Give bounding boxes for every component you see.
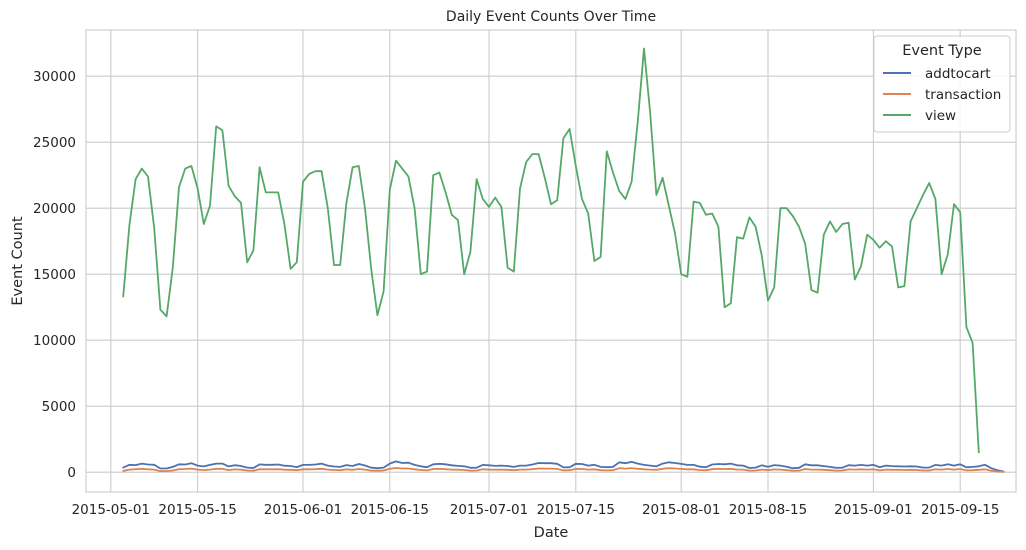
legend-box [873, 35, 1011, 133]
plot-frame [85, 29, 1017, 493]
series-layer [122, 47, 1005, 473]
y-tick-label: 0 [67, 465, 76, 481]
addtocart-series-line [122, 460, 1005, 473]
x-tick-label: 2015-05-15 [158, 502, 236, 518]
view-series-line [122, 47, 980, 454]
legend-title: Event Type [902, 43, 982, 59]
x-tick-label: 2015-06-15 [351, 502, 429, 518]
x-tick-label: 2015-07-15 [537, 502, 615, 518]
x-tick-label: 2015-08-15 [729, 502, 807, 518]
y-tick-label: 30000 [33, 69, 76, 85]
tick-labels: 2015-05-01 2015-05-15 2015-06-01 2015-06-15… [33, 69, 999, 518]
transaction-legend-label: transaction [925, 87, 1001, 103]
x-tick-label: 2015-08-01 [642, 502, 720, 518]
x-tick-label: 2015-09-15 [921, 502, 999, 518]
x-tick-label: 2015-09-01 [834, 502, 912, 518]
x-tick-label: 2015-06-01 [264, 502, 342, 518]
addtocart-legend-label: addtocart [925, 66, 991, 82]
legend-items: addtocart transaction view [883, 66, 1001, 124]
x-axis-label: Date [534, 525, 569, 541]
chart-title: Daily Event Counts Over Time [446, 9, 656, 25]
grid [86, 30, 1016, 492]
y-tick-label: 10000 [33, 333, 76, 349]
y-axis-label: Event Count [10, 216, 26, 306]
transaction-series-line [122, 467, 1005, 473]
y-tick-label: 25000 [33, 135, 76, 151]
x-tick-label: 2015-07-01 [450, 502, 528, 518]
y-tick-label: 5000 [42, 399, 76, 415]
y-tick-label: 20000 [33, 201, 76, 217]
x-tick-label: 2015-05-01 [72, 502, 150, 518]
view-legend-label: view [925, 108, 956, 124]
y-tick-label: 15000 [33, 267, 76, 283]
legend: Event Type addtocart transaction view [873, 35, 1011, 133]
